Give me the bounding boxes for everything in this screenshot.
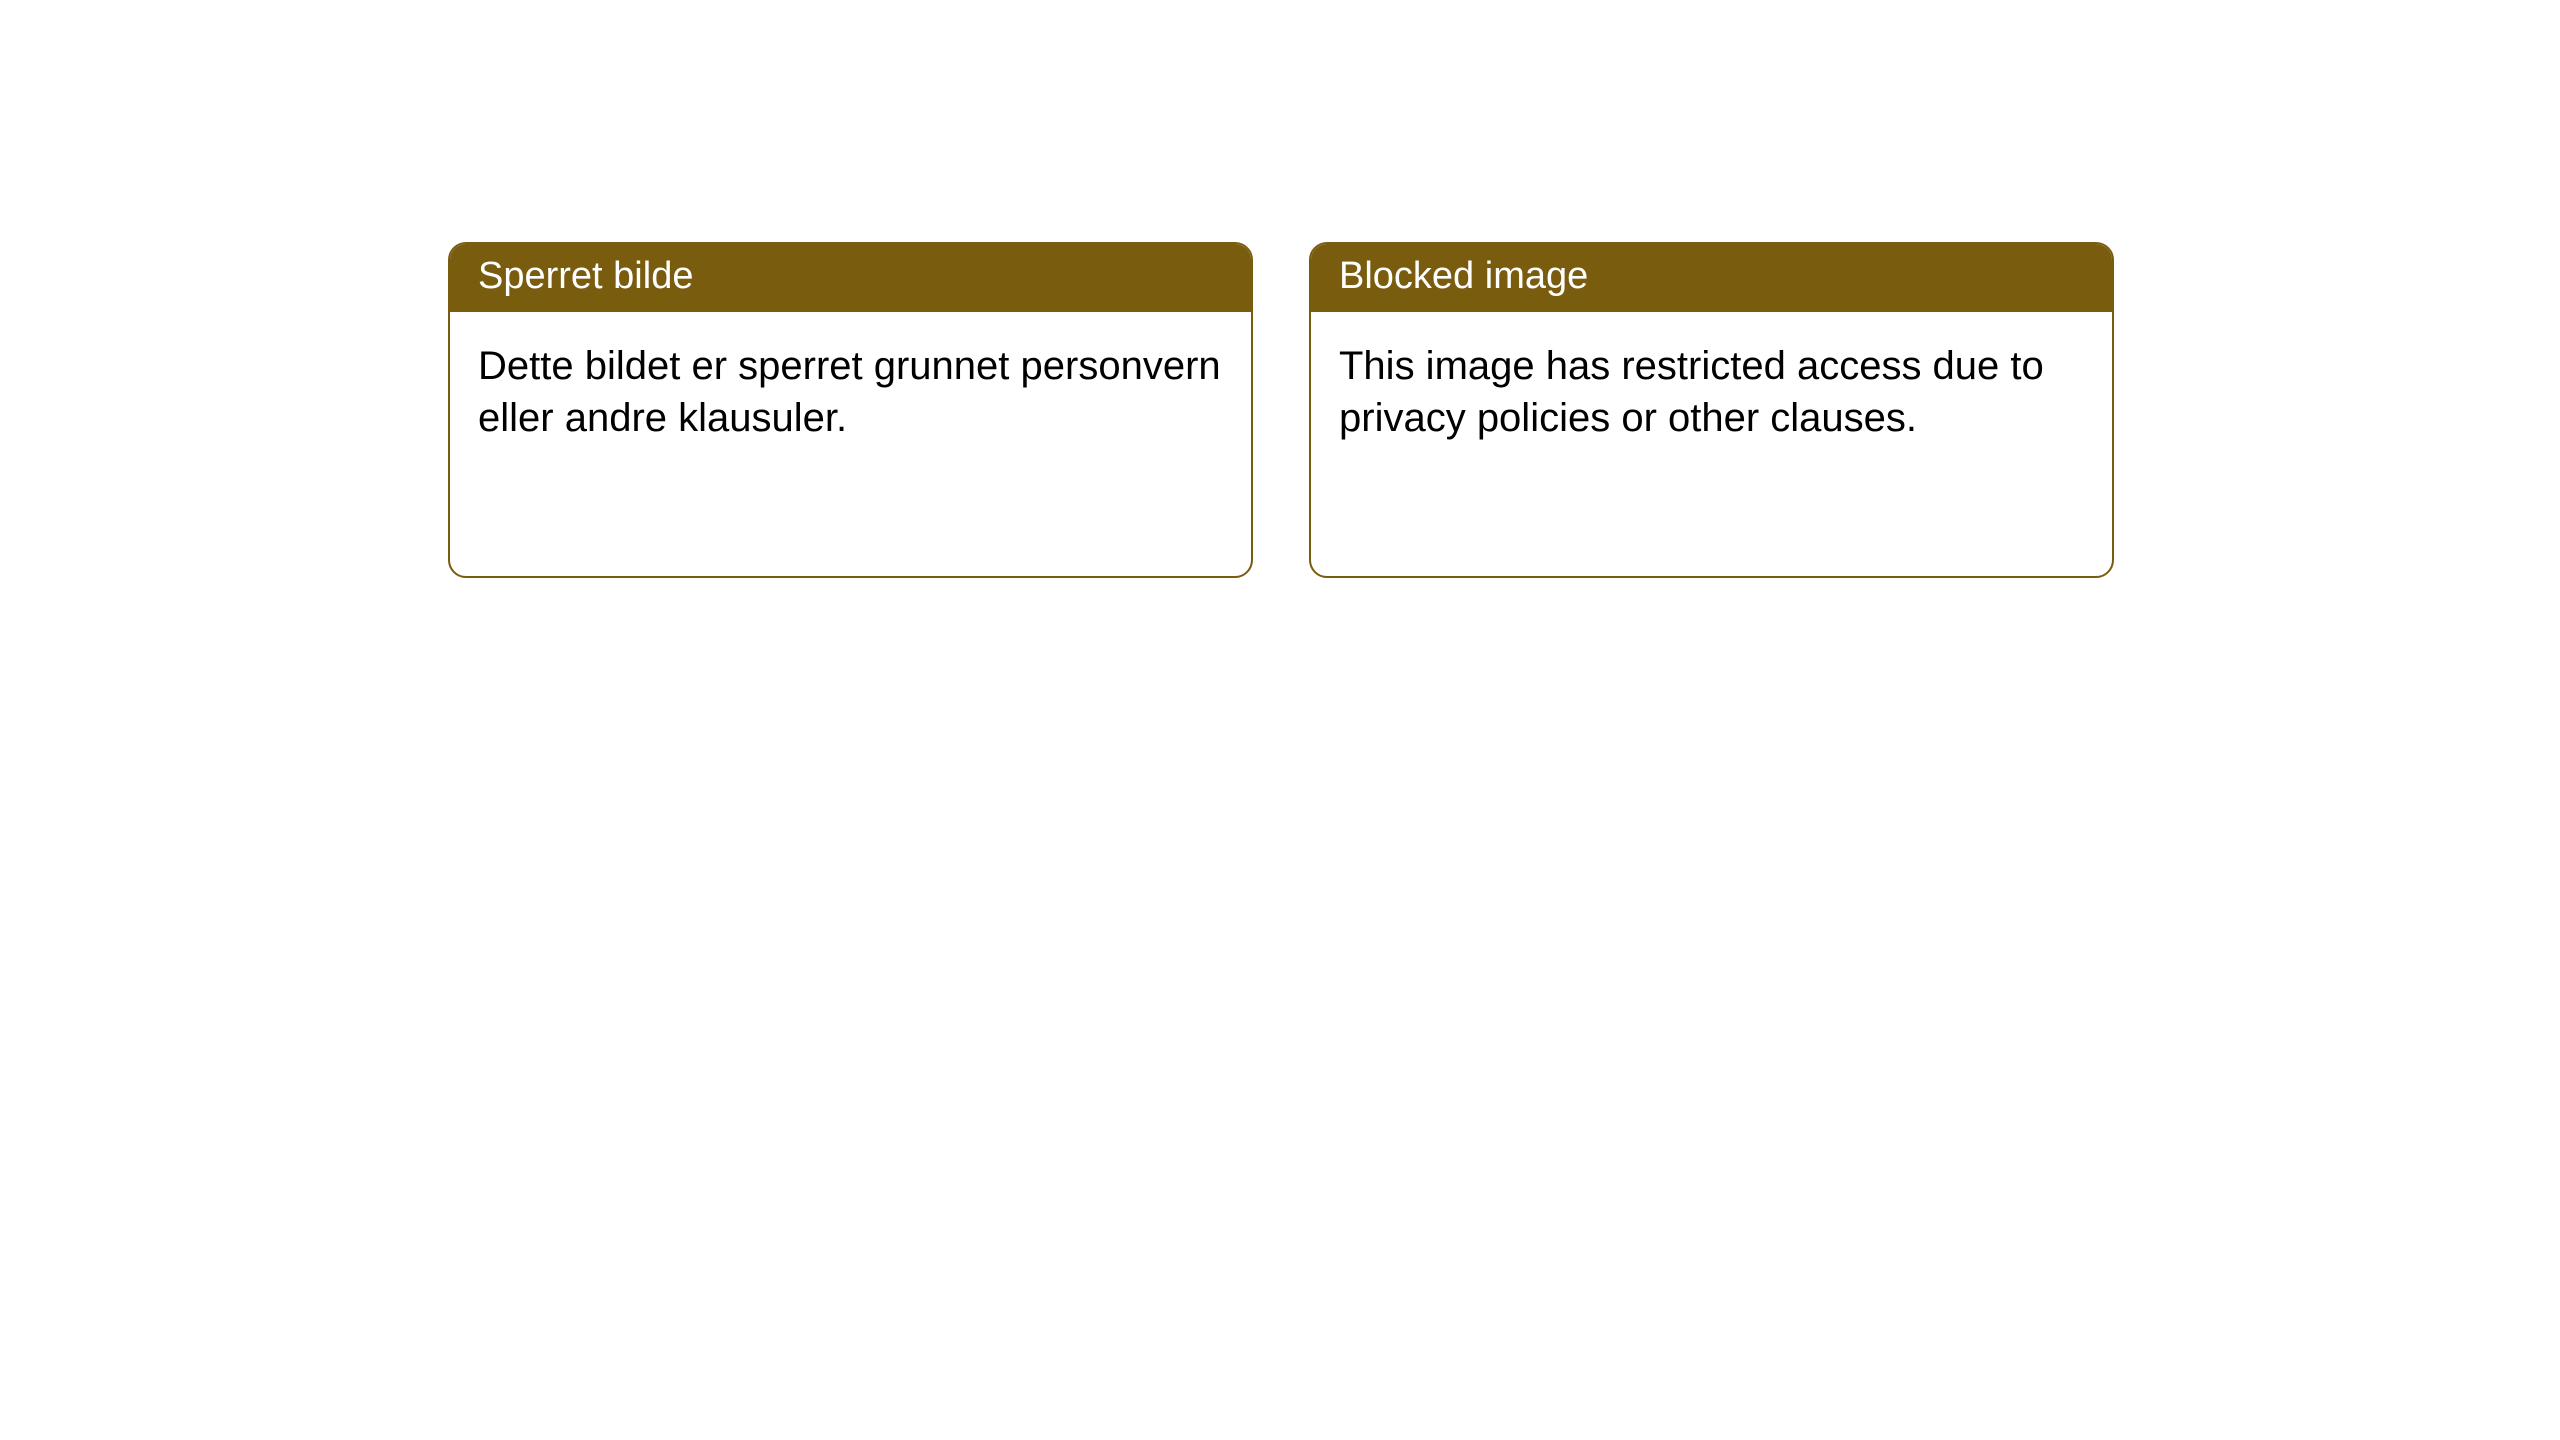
card-title: Sperret bilde — [478, 255, 693, 297]
notice-cards-container: Sperret bilde Dette bildet er sperret gr… — [448, 242, 2114, 578]
card-header: Sperret bilde — [450, 244, 1251, 312]
notice-card-english: Blocked image This image has restricted … — [1309, 242, 2114, 578]
card-body-text: This image has restricted access due to … — [1339, 344, 2044, 440]
card-header: Blocked image — [1311, 244, 2112, 312]
notice-card-norwegian: Sperret bilde Dette bildet er sperret gr… — [448, 242, 1253, 578]
card-title: Blocked image — [1339, 255, 1588, 297]
card-body-text: Dette bildet er sperret grunnet personve… — [478, 344, 1221, 440]
card-body: Dette bildet er sperret grunnet personve… — [450, 312, 1251, 472]
card-body: This image has restricted access due to … — [1311, 312, 2112, 472]
